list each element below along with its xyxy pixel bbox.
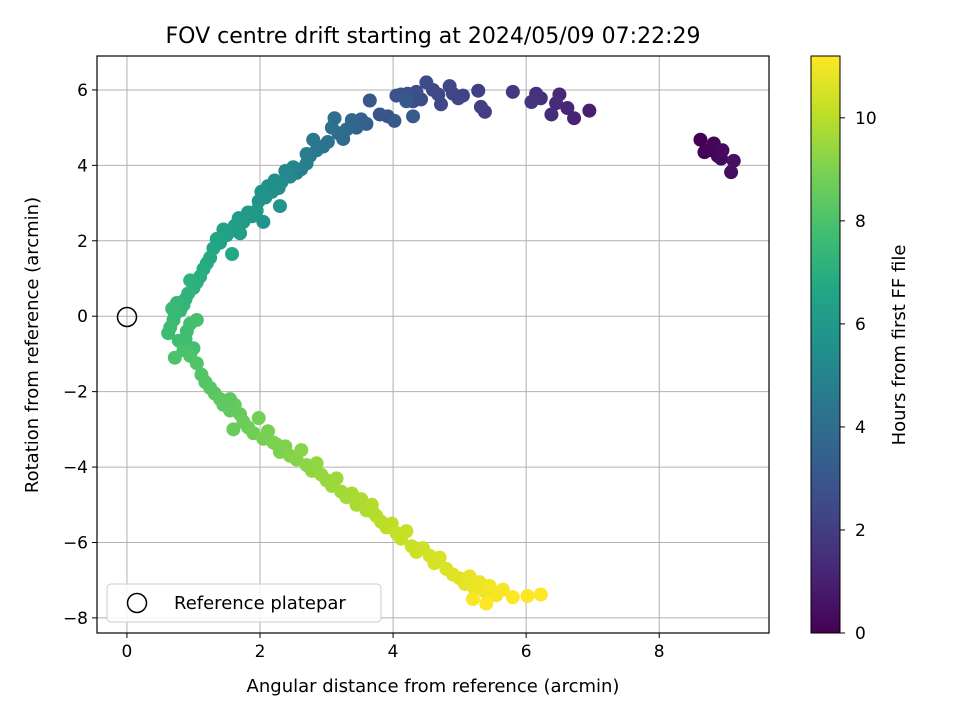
colorbar-tick-label: 8	[855, 212, 866, 232]
data-point	[399, 524, 414, 539]
data-point	[256, 214, 271, 229]
data-point	[309, 456, 324, 471]
x-tick-label: 0	[122, 642, 133, 662]
colorbar-tick-label: 2	[855, 521, 866, 541]
colorbar-label: Hours from first FF file	[889, 245, 910, 446]
data-point	[324, 120, 339, 135]
data-point	[505, 84, 520, 99]
legend-box	[106, 583, 382, 623]
data-point	[272, 199, 287, 214]
x-axis-ticks: 0 2 4 6 8	[122, 633, 665, 662]
data-point	[183, 273, 198, 288]
y-tick-label: −8	[63, 609, 88, 629]
data-point	[161, 326, 176, 341]
data-point	[372, 107, 387, 122]
data-point	[223, 392, 238, 407]
data-point	[442, 79, 457, 94]
data-points	[161, 75, 741, 611]
y-tick-label: −2	[63, 383, 88, 403]
x-axis-label: Angular distance from reference (arcmin)	[247, 676, 620, 697]
x-tick-label: 6	[521, 642, 532, 662]
data-point	[479, 596, 494, 611]
data-point	[473, 99, 488, 114]
y-tick-label: −6	[63, 533, 88, 553]
y-tick-label: 6	[77, 81, 88, 101]
data-point	[533, 587, 548, 602]
y-axis-ticks: −8 −6 −4 −2 0 2 4 6	[63, 81, 97, 629]
data-point	[520, 589, 535, 604]
legend: Reference platepar	[106, 583, 382, 623]
x-tick-label: 4	[388, 642, 399, 662]
data-point	[567, 111, 582, 126]
data-point	[233, 226, 248, 241]
data-point	[465, 592, 480, 607]
plot-frame	[96, 55, 770, 634]
data-point	[226, 422, 241, 437]
data-point	[178, 331, 193, 346]
data-point	[189, 356, 204, 371]
data-point	[225, 246, 240, 261]
colorbar-tick-label: 4	[855, 418, 866, 438]
x-tick-label: 8	[654, 642, 665, 662]
data-point	[354, 492, 369, 507]
data-point	[524, 95, 539, 110]
data-point	[544, 107, 559, 122]
data-point	[549, 96, 564, 111]
data-point	[471, 83, 486, 98]
data-point	[419, 75, 434, 90]
legend-marker	[126, 592, 148, 614]
reference-platepar-marker	[116, 306, 138, 328]
data-point	[715, 143, 730, 158]
data-point	[260, 424, 275, 439]
colorbar-tick-label: 6	[855, 315, 866, 335]
data-point	[406, 109, 421, 124]
data-point	[189, 312, 204, 327]
data-point	[560, 101, 575, 116]
colorbar-tick-label: 10	[855, 109, 877, 129]
y-axis-label: Rotation from reference (arcmin)	[22, 197, 43, 493]
data-point	[399, 94, 414, 109]
data-point	[582, 103, 597, 118]
data-point	[366, 505, 381, 520]
data-point	[278, 164, 293, 179]
data-point	[362, 93, 377, 108]
data-point	[165, 301, 180, 316]
data-point	[299, 147, 314, 162]
data-point	[306, 132, 321, 147]
legend-label: Reference platepar	[174, 593, 346, 614]
data-point	[329, 471, 344, 486]
data-point	[269, 437, 284, 452]
y-tick-label: 0	[77, 307, 88, 327]
data-point	[505, 590, 520, 605]
y-tick-label: −4	[63, 458, 88, 478]
data-point	[251, 411, 266, 426]
colorbar-ticks: 0 2 4 6 8 10	[840, 109, 877, 644]
data-point	[693, 132, 708, 147]
x-tick-label: 2	[255, 642, 266, 662]
data-point	[724, 165, 739, 180]
colorbar	[810, 55, 841, 634]
colorbar-tick-label: 0	[855, 624, 866, 644]
data-point	[167, 350, 182, 365]
y-tick-label: 4	[77, 156, 88, 176]
chart-title: FOV centre drift starting at 2024/05/09 …	[166, 24, 701, 49]
data-point	[726, 153, 741, 168]
data-point	[387, 113, 402, 128]
data-point	[432, 550, 447, 565]
data-point	[495, 582, 510, 597]
y-tick-label: 2	[77, 232, 88, 252]
data-point	[294, 443, 309, 458]
